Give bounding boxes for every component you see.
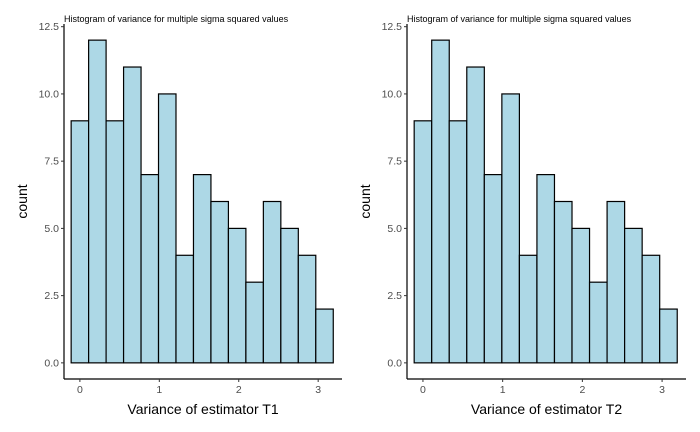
histogram-bar: [297, 254, 317, 364]
histogram-bar: [192, 174, 212, 364]
histogram-bar: [553, 200, 573, 364]
histogram-bar: [413, 120, 433, 364]
y-tick-label: 0.0: [387, 357, 402, 369]
histogram-bar: [641, 254, 661, 364]
chart-title: Histogram of variance for multiple sigma…: [407, 14, 632, 24]
y-tick-label: 2.5: [387, 290, 402, 302]
x-tick-label: 2: [236, 384, 242, 396]
histogram-bar: [483, 174, 503, 364]
x-tick-label: 3: [315, 384, 321, 396]
histogram-bar: [624, 227, 643, 364]
histogram-bar: [606, 200, 626, 364]
x-axis-label: Variance of estimator T1: [127, 401, 278, 417]
histogram-bar: [122, 66, 142, 364]
x-tick-label: 0: [420, 384, 426, 396]
histogram-bar: [588, 281, 608, 364]
histogram-bar: [518, 254, 538, 364]
x-tick-label: 1: [156, 384, 162, 396]
histogram-bar: [210, 200, 230, 364]
histogram-bar: [536, 174, 556, 364]
bars: [413, 39, 678, 364]
y-tick-label: 0.0: [44, 357, 59, 369]
histogram-panel-t2: Histogram of variance for multiple sigma…: [357, 14, 686, 417]
histogram-bar: [70, 120, 90, 364]
y-tick-label: 12.5: [39, 21, 60, 33]
histogram-bar: [245, 281, 264, 364]
y-tick-label: 2.5: [44, 290, 59, 302]
y-tick-label: 10.0: [39, 88, 60, 100]
histogram-panel-t1: Histogram of variance for multiple sigma…: [14, 14, 342, 417]
y-tick-label: 12.5: [382, 21, 403, 33]
histogram-bar: [466, 66, 485, 364]
histogram-bar: [88, 39, 107, 364]
y-axis-label: count: [357, 184, 373, 218]
histogram-bar: [105, 120, 125, 364]
y-tick-label: 5.0: [44, 223, 59, 235]
chart-title: Histogram of variance for multiple sigma…: [64, 14, 289, 24]
histogram-bar: [227, 227, 247, 364]
y-tick-label: 7.5: [44, 156, 59, 168]
x-tick-label: 2: [579, 384, 585, 396]
histogram-bar: [175, 254, 195, 364]
y-tick-label: 5.0: [387, 223, 402, 235]
histogram-bar: [280, 227, 299, 364]
histogram-bar: [571, 227, 591, 364]
histogram-bar: [157, 93, 177, 364]
x-tick-label: 1: [500, 384, 506, 396]
x-tick-label: 0: [77, 384, 83, 396]
x-tick-label: 3: [659, 384, 665, 396]
y-tick-label: 7.5: [387, 156, 402, 168]
y-tick-label: 10.0: [382, 88, 403, 100]
histogram-bar: [501, 93, 520, 364]
histogram-bar: [315, 308, 334, 364]
histogram-bar: [448, 120, 468, 364]
x-axis-label: Variance of estimator T2: [471, 401, 622, 417]
histogram-bar: [140, 174, 160, 364]
bars: [70, 39, 334, 364]
histogram-bar: [262, 200, 282, 364]
y-axis-label: count: [14, 184, 30, 218]
histogram-bar: [431, 39, 450, 364]
histogram-bar: [659, 308, 678, 364]
